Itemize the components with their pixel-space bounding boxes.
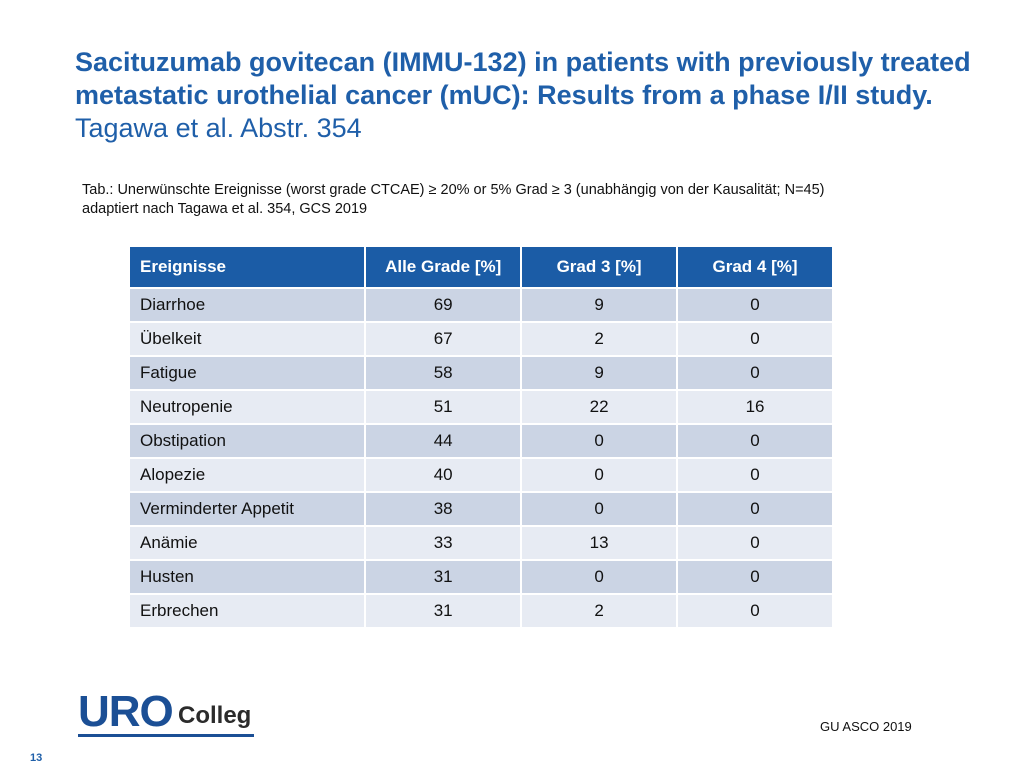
title-reference: Tagawa et al. Abstr. 354: [75, 113, 362, 143]
cell-grade-4: 0: [678, 561, 832, 593]
cell-event: Verminderter Appetit: [130, 493, 365, 525]
cell-grade-3: 0: [522, 425, 677, 457]
cell-event: Erbrechen: [130, 595, 365, 627]
cell-grade-4: 0: [678, 493, 832, 525]
logo-colleg-text: Colleg: [178, 702, 252, 729]
cell-event: Neutropenie: [130, 391, 365, 423]
cell-all-grades: 51: [366, 391, 521, 423]
table-row: Obstipation 44 0 0: [130, 425, 832, 457]
cell-grade-4: 0: [678, 323, 832, 355]
cell-event: Alopezie: [130, 459, 365, 491]
cell-all-grades: 44: [366, 425, 521, 457]
logo-uro-text: URO: [78, 687, 174, 736]
cell-all-grades: 40: [366, 459, 521, 491]
cell-event: Husten: [130, 561, 365, 593]
table-row: Übelkeit 67 2 0: [130, 323, 832, 355]
logo-underline: [78, 734, 254, 737]
cell-all-grades: 31: [366, 561, 521, 593]
cell-grade-4: 0: [678, 357, 832, 389]
caption-line-1: Tab.: Unerwünschte Ereignisse (worst gra…: [82, 182, 825, 198]
table-row: Alopezie 40 0 0: [130, 459, 832, 491]
table-row: Verminderter Appetit 38 0 0: [130, 493, 832, 525]
table-row: Fatigue 58 9 0: [130, 357, 832, 389]
cell-event: Übelkeit: [130, 323, 365, 355]
table-row: Diarrhoe 69 9 0: [130, 289, 832, 321]
cell-grade-3: 0: [522, 561, 677, 593]
source-label: GU ASCO 2019: [820, 719, 912, 734]
cell-grade-3: 2: [522, 595, 677, 627]
caption-line-2: adaptiert nach Tagawa et al. 354, GCS 20…: [82, 201, 368, 217]
cell-grade-4: 0: [678, 527, 832, 559]
cell-all-grades: 38: [366, 493, 521, 525]
cell-grade-4: 0: [678, 459, 832, 491]
table-row: Neutropenie 51 22 16: [130, 391, 832, 423]
table-row: Husten 31 0 0: [130, 561, 832, 593]
cell-grade-4: 0: [678, 289, 832, 321]
cell-event: Obstipation: [130, 425, 365, 457]
table-header-row: Ereignisse Alle Grade [%] Grad 3 [%] Gra…: [130, 247, 832, 287]
title-main: Sacituzumab govitecan (IMMU-132) in pati…: [75, 47, 971, 110]
cell-grade-3: 22: [522, 391, 677, 423]
adverse-events-table: Ereignisse Alle Grade [%] Grad 3 [%] Gra…: [128, 245, 834, 629]
cell-grade-3: 13: [522, 527, 677, 559]
header-grad-3: Grad 3 [%]: [522, 247, 677, 287]
cell-all-grades: 31: [366, 595, 521, 627]
cell-grade-4: 0: [678, 425, 832, 457]
cell-all-grades: 67: [366, 323, 521, 355]
cell-grade-3: 0: [522, 493, 677, 525]
page-number: 13: [30, 752, 43, 764]
cell-grade-4: 16: [678, 391, 832, 423]
cell-all-grades: 33: [366, 527, 521, 559]
cell-all-grades: 69: [366, 289, 521, 321]
cell-grade-3: 9: [522, 289, 677, 321]
cell-grade-4: 0: [678, 595, 832, 627]
slide-title: Sacituzumab govitecan (IMMU-132) in pati…: [75, 46, 975, 145]
cell-grade-3: 9: [522, 357, 677, 389]
header-grad-4: Grad 4 [%]: [678, 247, 832, 287]
cell-event: Diarrhoe: [130, 289, 365, 321]
cell-event: Fatigue: [130, 357, 365, 389]
cell-all-grades: 58: [366, 357, 521, 389]
header-ereignisse: Ereignisse: [130, 247, 365, 287]
header-alle-grade: Alle Grade [%]: [366, 247, 521, 287]
uro-colleg-logo: URO Colleg: [78, 690, 258, 740]
table-caption: Tab.: Unerwünschte Ereignisse (worst gra…: [82, 181, 982, 219]
cell-grade-3: 0: [522, 459, 677, 491]
cell-event: Anämie: [130, 527, 365, 559]
cell-grade-3: 2: [522, 323, 677, 355]
table-row: Anämie 33 13 0: [130, 527, 832, 559]
table-row: Erbrechen 31 2 0: [130, 595, 832, 627]
